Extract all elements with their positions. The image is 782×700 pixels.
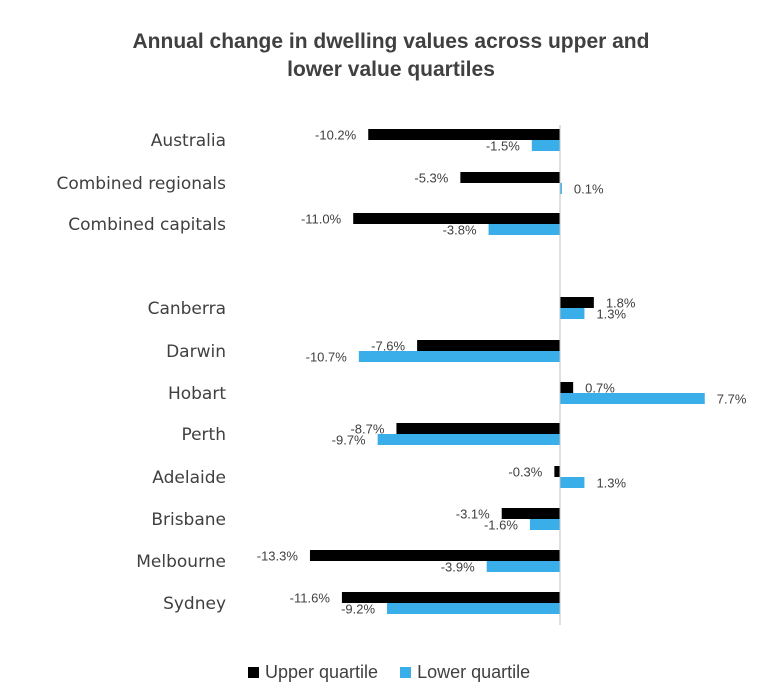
category-label-canberra: Canberra — [148, 299, 226, 319]
bar-lower-australia — [531, 140, 560, 151]
data-label-lower-combined-regionals: 0.1% — [574, 182, 604, 197]
legend-item-upper: Upper quartile — [248, 662, 378, 683]
chart-title-line2: lower value quartiles — [287, 58, 495, 81]
bar-upper-adelaide — [554, 466, 560, 477]
bar-lower-combined-capitals — [488, 224, 560, 235]
bar-lower-sydney — [387, 603, 560, 614]
legend-label-lower: Lower quartile — [417, 661, 531, 682]
bar-upper-sydney — [341, 592, 560, 603]
category-label-darwin: Darwin — [166, 342, 226, 362]
data-label-upper-canberra: 1.8% — [606, 296, 636, 311]
bar-lower-melbourne — [486, 561, 560, 572]
data-label-lower-canberra: 1.3% — [596, 307, 626, 322]
bar-upper-combined-capitals — [353, 213, 560, 224]
data-label-lower-brisbane: -1.6% — [484, 518, 518, 533]
category-label-adelaide: Adelaide — [152, 468, 226, 488]
data-label-upper-perth: -8.7% — [350, 422, 384, 437]
data-label-upper-brisbane: -3.1% — [456, 507, 490, 522]
bar-upper-perth — [396, 423, 560, 434]
chart-title-line1: Annual change in dwelling values across … — [132, 30, 650, 53]
category-label-melbourne: Melbourne — [136, 552, 226, 572]
category-label-australia: Australia — [151, 131, 226, 151]
legend-swatch-upper — [248, 666, 259, 678]
data-label-upper-australia: -10.2% — [315, 128, 357, 143]
data-label-lower-perth: -9.7% — [332, 433, 366, 448]
bar-upper-melbourne — [309, 550, 560, 561]
data-label-upper-adelaide: -0.3% — [508, 465, 542, 480]
data-label-lower-combined-capitals: -3.8% — [443, 223, 477, 238]
data-label-upper-sydney: -11.6% — [290, 591, 331, 606]
category-label-combined-regionals: Combined regionals — [56, 174, 226, 194]
bar-upper-australia — [368, 129, 560, 140]
category-label-perth: Perth — [181, 425, 226, 445]
data-label-lower-hobart: 7.7% — [717, 392, 747, 407]
bar-upper-canberra — [560, 297, 594, 308]
bar-upper-brisbane — [501, 508, 560, 519]
category-label-brisbane: Brisbane — [151, 510, 226, 530]
category-label-hobart: Hobart — [168, 384, 226, 404]
data-label-upper-combined-capitals: -11.0% — [301, 212, 342, 227]
bar-lower-combined-regionals — [560, 183, 562, 194]
bar-lower-adelaide — [560, 477, 585, 488]
legend-swatch-lower — [400, 666, 412, 678]
legend: Upper quartile Lower quartile — [248, 660, 552, 684]
data-label-lower-adelaide: 1.3% — [596, 476, 626, 491]
legend-label-upper: Upper quartile — [265, 661, 379, 682]
data-label-upper-melbourne: -13.3% — [257, 549, 299, 564]
bar-lower-hobart — [560, 393, 705, 404]
data-label-upper-combined-regionals: -5.3% — [414, 171, 448, 186]
category-label-combined-capitals: Combined capitals — [68, 215, 226, 235]
data-label-lower-australia: -1.5% — [486, 139, 520, 154]
chart-title: Annual change in dwelling values across … — [0, 28, 782, 84]
bar-lower-brisbane — [529, 519, 560, 530]
data-label-lower-darwin: -10.7% — [306, 350, 348, 365]
bar-upper-darwin — [417, 340, 560, 351]
bar-lower-darwin — [358, 351, 560, 362]
bar-lower-perth — [377, 434, 560, 445]
bar-upper-combined-regionals — [460, 172, 560, 183]
data-label-lower-melbourne: -3.9% — [441, 560, 475, 575]
legend-item-lower: Lower quartile — [400, 662, 530, 683]
bar-upper-hobart — [560, 382, 574, 393]
bar-lower-canberra — [560, 308, 585, 319]
data-label-lower-sydney: -9.2% — [341, 602, 375, 617]
category-label-sydney: Sydney — [163, 594, 226, 614]
data-label-upper-hobart: 0.7% — [585, 381, 615, 396]
data-label-upper-darwin: -7.6% — [371, 339, 405, 354]
